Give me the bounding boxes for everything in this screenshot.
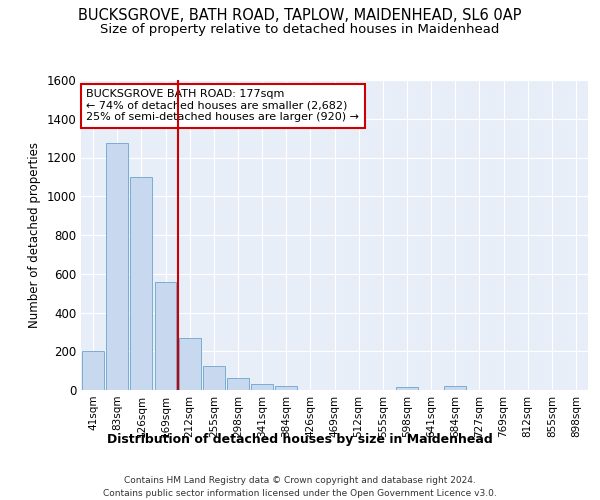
- Bar: [396, 387, 418, 390]
- Text: BUCKSGROVE BATH ROAD: 177sqm
← 74% of detached houses are smaller (2,682)
25% of: BUCKSGROVE BATH ROAD: 177sqm ← 74% of de…: [86, 90, 359, 122]
- Bar: [251, 384, 273, 390]
- Text: Contains HM Land Registry data © Crown copyright and database right 2024.: Contains HM Land Registry data © Crown c…: [124, 476, 476, 485]
- Bar: [179, 338, 200, 390]
- Y-axis label: Number of detached properties: Number of detached properties: [28, 142, 41, 328]
- Bar: [130, 177, 152, 390]
- Bar: [445, 386, 466, 390]
- Bar: [275, 386, 297, 390]
- Text: BUCKSGROVE, BATH ROAD, TAPLOW, MAIDENHEAD, SL6 0AP: BUCKSGROVE, BATH ROAD, TAPLOW, MAIDENHEA…: [78, 8, 522, 22]
- Text: Distribution of detached houses by size in Maidenhead: Distribution of detached houses by size …: [107, 432, 493, 446]
- Text: Size of property relative to detached houses in Maidenhead: Size of property relative to detached ho…: [100, 22, 500, 36]
- Bar: [155, 282, 176, 390]
- Text: Contains public sector information licensed under the Open Government Licence v3: Contains public sector information licen…: [103, 489, 497, 498]
- Bar: [82, 351, 104, 390]
- Bar: [106, 143, 128, 390]
- Bar: [203, 366, 224, 390]
- Bar: [227, 378, 249, 390]
